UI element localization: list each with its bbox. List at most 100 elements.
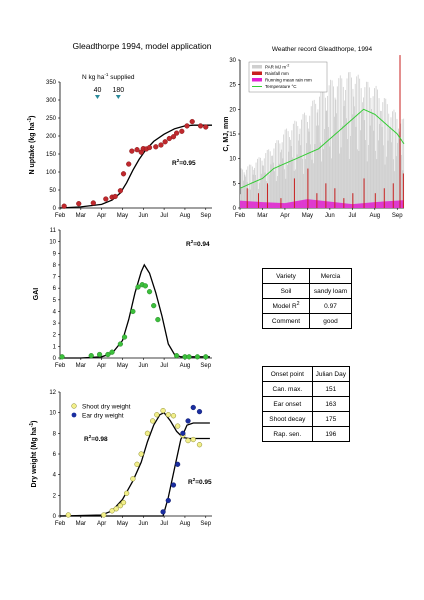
y-tick-label: 150: [46, 152, 57, 158]
x-tick-label: Apr: [280, 213, 289, 219]
par-bar: [266, 180, 267, 208]
legend-shoot-label: Shoot dry weight: [82, 404, 131, 411]
y-axis-label-text: C, MJ, mm: [223, 116, 230, 151]
par-bar: [251, 166, 253, 208]
par-bar: [347, 139, 349, 208]
par-bar: [387, 140, 389, 208]
par-bar: [275, 143, 276, 208]
par-bar: [268, 149, 270, 208]
ear-point: [196, 409, 203, 415]
par-bar: [269, 174, 270, 208]
par-bar: [395, 156, 397, 208]
par-bar: [278, 140, 279, 208]
rainfall-bar: [266, 183, 268, 208]
legend-label: Rainfall mm: [265, 71, 289, 76]
par-bar: [251, 182, 252, 208]
par-bar: [388, 113, 390, 208]
r-squared-r: R: [172, 160, 177, 167]
par-bar: [264, 172, 266, 208]
onset-value: 163: [311, 396, 351, 412]
rainfall-bar: [293, 178, 295, 208]
par-bar: [315, 103, 317, 208]
onset-value: 196: [311, 426, 351, 442]
par-bar: [286, 128, 288, 208]
x-tick-label: Apr: [97, 521, 106, 527]
gai-point: [142, 283, 148, 289]
y-tick-label: 350: [46, 80, 57, 86]
y-tick-label: 4: [53, 309, 57, 315]
par-bar: [361, 111, 363, 208]
par-bar: [245, 169, 247, 208]
par-bar: [336, 86, 338, 208]
par-bar: [374, 150, 376, 208]
par-bar: [319, 142, 321, 208]
crop-info-table: Variety Mercia Soil sandy loam Model R2 0.9…: [262, 268, 352, 329]
x-tick-label: Sep: [200, 521, 211, 527]
par-bar: [244, 174, 246, 208]
info-value: good: [309, 313, 352, 329]
n-uptake-point: [76, 201, 82, 207]
y-axis-label-end: ): [29, 116, 36, 118]
par-bar: [392, 111, 393, 208]
rainfall-bar: [402, 173, 404, 208]
par-bar: [374, 88, 375, 208]
shoot-point: [185, 437, 191, 444]
gai-point: [186, 354, 192, 360]
y-axis-label-sup: -1: [29, 423, 35, 428]
par-bar: [271, 155, 273, 208]
par-bar: [301, 158, 303, 208]
par-bar: [303, 173, 305, 208]
y-tick-label: 7: [53, 275, 57, 281]
par-bar: [341, 78, 343, 208]
par-bar: [328, 85, 330, 208]
shoot-point: [117, 503, 124, 509]
par-bar: [290, 146, 292, 208]
gai-point: [203, 354, 209, 360]
par-bar: [365, 81, 367, 208]
par-bar: [393, 109, 395, 208]
shoot-point: [138, 451, 144, 457]
r-squared-value: =0.98: [91, 436, 108, 443]
par-bar: [265, 153, 267, 208]
par-bar: [355, 126, 357, 208]
n-uptake-point: [134, 147, 140, 153]
par-bar: [301, 119, 302, 208]
y-tick-label: 0: [53, 206, 57, 212]
y-tick-label: 250: [46, 116, 57, 122]
shoot-point: [144, 430, 151, 436]
y-tick-label: 100: [46, 170, 57, 176]
par-bar: [285, 178, 287, 208]
n-uptake-point: [117, 188, 123, 194]
y-tick-label: 30: [229, 58, 236, 64]
par-bar: [373, 130, 375, 208]
rainfall-bar: [392, 183, 394, 208]
n-uptake-point: [153, 144, 159, 150]
y-axis-label-text: GAI: [33, 288, 40, 301]
x-tick-label: Sep: [392, 213, 403, 219]
par-bar: [377, 89, 378, 208]
par-bar: [305, 115, 307, 208]
par-bar: [295, 121, 297, 208]
par-bar: [360, 88, 362, 208]
y-tick-label: 11: [50, 228, 57, 234]
par-bar: [350, 135, 352, 208]
par-bar: [371, 112, 373, 208]
par-bar: [242, 169, 244, 208]
par-bar: [375, 85, 377, 208]
par-bar: [261, 160, 263, 208]
y-tick-label: 10: [229, 157, 236, 163]
y-tick-label: 25: [229, 83, 236, 89]
legend-label-text: Rainfall mm: [265, 71, 289, 76]
r-squared-value: =0.94: [193, 241, 210, 248]
n-supplied-text: N kg ha: [82, 74, 105, 81]
ear-point: [175, 461, 181, 467]
par-bar: [274, 171, 276, 208]
y-axis-label: GAI: [33, 288, 40, 301]
n-dose-label: 180: [112, 87, 124, 94]
par-bar: [391, 142, 393, 208]
par-bar: [363, 97, 364, 208]
gai-point: [117, 341, 123, 347]
shoot-point: [123, 490, 130, 496]
gai-point: [135, 284, 141, 290]
